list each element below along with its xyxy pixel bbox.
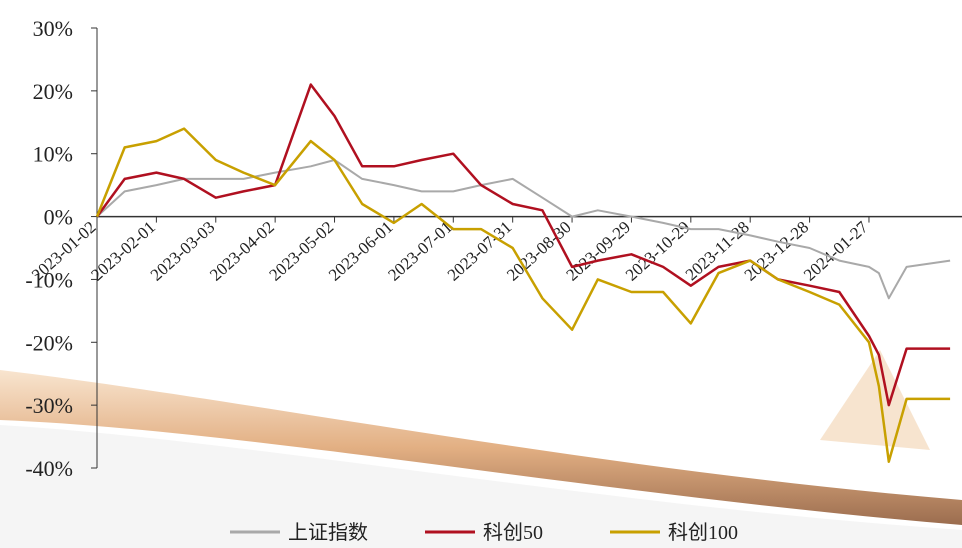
- series-line: [95, 83, 951, 407]
- legend-label: 科创100: [668, 521, 738, 544]
- x-tick-label: 2023-07-31: [444, 217, 516, 284]
- legend-label: 科创50: [483, 521, 543, 544]
- x-tick-label: 2023-06-01: [325, 217, 397, 284]
- series-line: [95, 127, 951, 463]
- decor-band: [0, 425, 962, 548]
- x-tick-label: 2023-03-03: [147, 217, 219, 284]
- x-tick-label: 2023-02-01: [87, 217, 159, 284]
- y-tick-label: -10%: [25, 267, 73, 292]
- x-tick-label: 2023-12-28: [741, 217, 813, 284]
- x-tick-label: 2023-09-29: [562, 217, 634, 284]
- y-tick-label: 0%: [44, 205, 73, 230]
- legend-label: 上证指数: [288, 521, 368, 544]
- x-tick-label: 2023-05-02: [266, 217, 338, 284]
- x-tick-label: 2023-04-02: [206, 217, 278, 284]
- series-line: [96, 159, 951, 300]
- y-tick-label: -20%: [25, 330, 73, 355]
- decor-swoosh: [0, 370, 962, 525]
- x-tick-label: 2024-01-27: [800, 217, 872, 285]
- y-tick-label: 30%: [33, 16, 73, 41]
- y-tick-label: 20%: [33, 79, 73, 104]
- decor-glow: [820, 350, 930, 450]
- x-tick-label: 2023-07-01: [384, 217, 456, 284]
- y-tick-label: 10%: [33, 142, 73, 167]
- y-tick-label: -40%: [25, 456, 73, 481]
- y-tick-label: -30%: [25, 393, 73, 418]
